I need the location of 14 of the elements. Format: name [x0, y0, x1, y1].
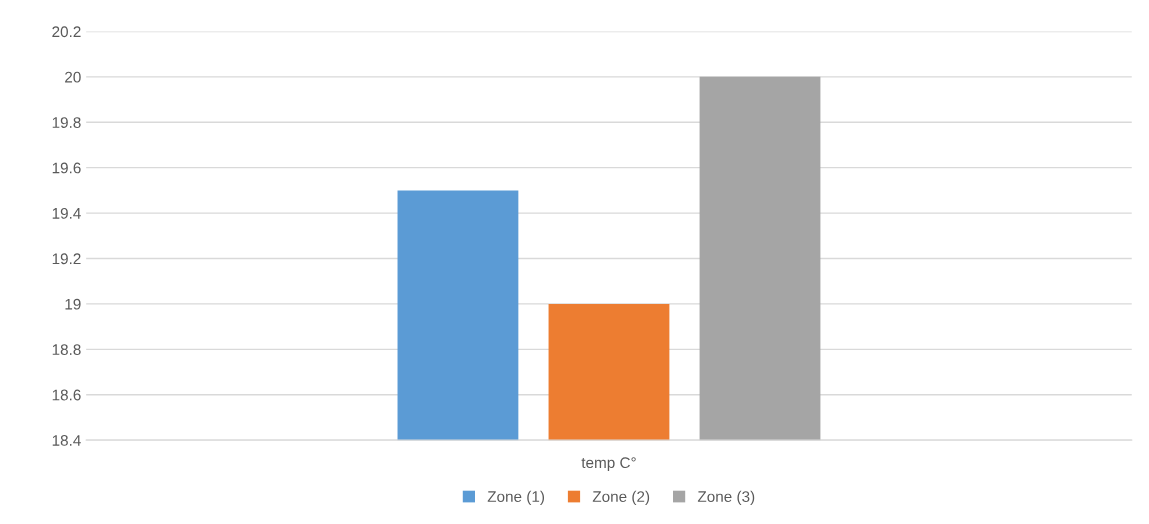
- y-tick-label: 19.6: [52, 162, 81, 174]
- y-tick-label: 18.8: [52, 344, 81, 356]
- legend-label: Zone (3): [697, 490, 755, 506]
- y-tick-label: 20.2: [52, 26, 81, 38]
- legend-label: Zone (2): [592, 490, 650, 506]
- y-tick-label: 18.6: [52, 389, 81, 401]
- y-tick-label: 20: [65, 71, 81, 83]
- y-tick-label: 19.8: [52, 117, 81, 128]
- y-tick-label: 19.4: [52, 207, 81, 219]
- y-tick-label: 19.2: [52, 253, 81, 265]
- y-tick-label: 18.4: [52, 435, 81, 446]
- x-tick-label: temp C°: [581, 457, 636, 472]
- legend-label: Zone (1): [487, 490, 545, 506]
- y-tick-label: 19: [65, 298, 81, 310]
